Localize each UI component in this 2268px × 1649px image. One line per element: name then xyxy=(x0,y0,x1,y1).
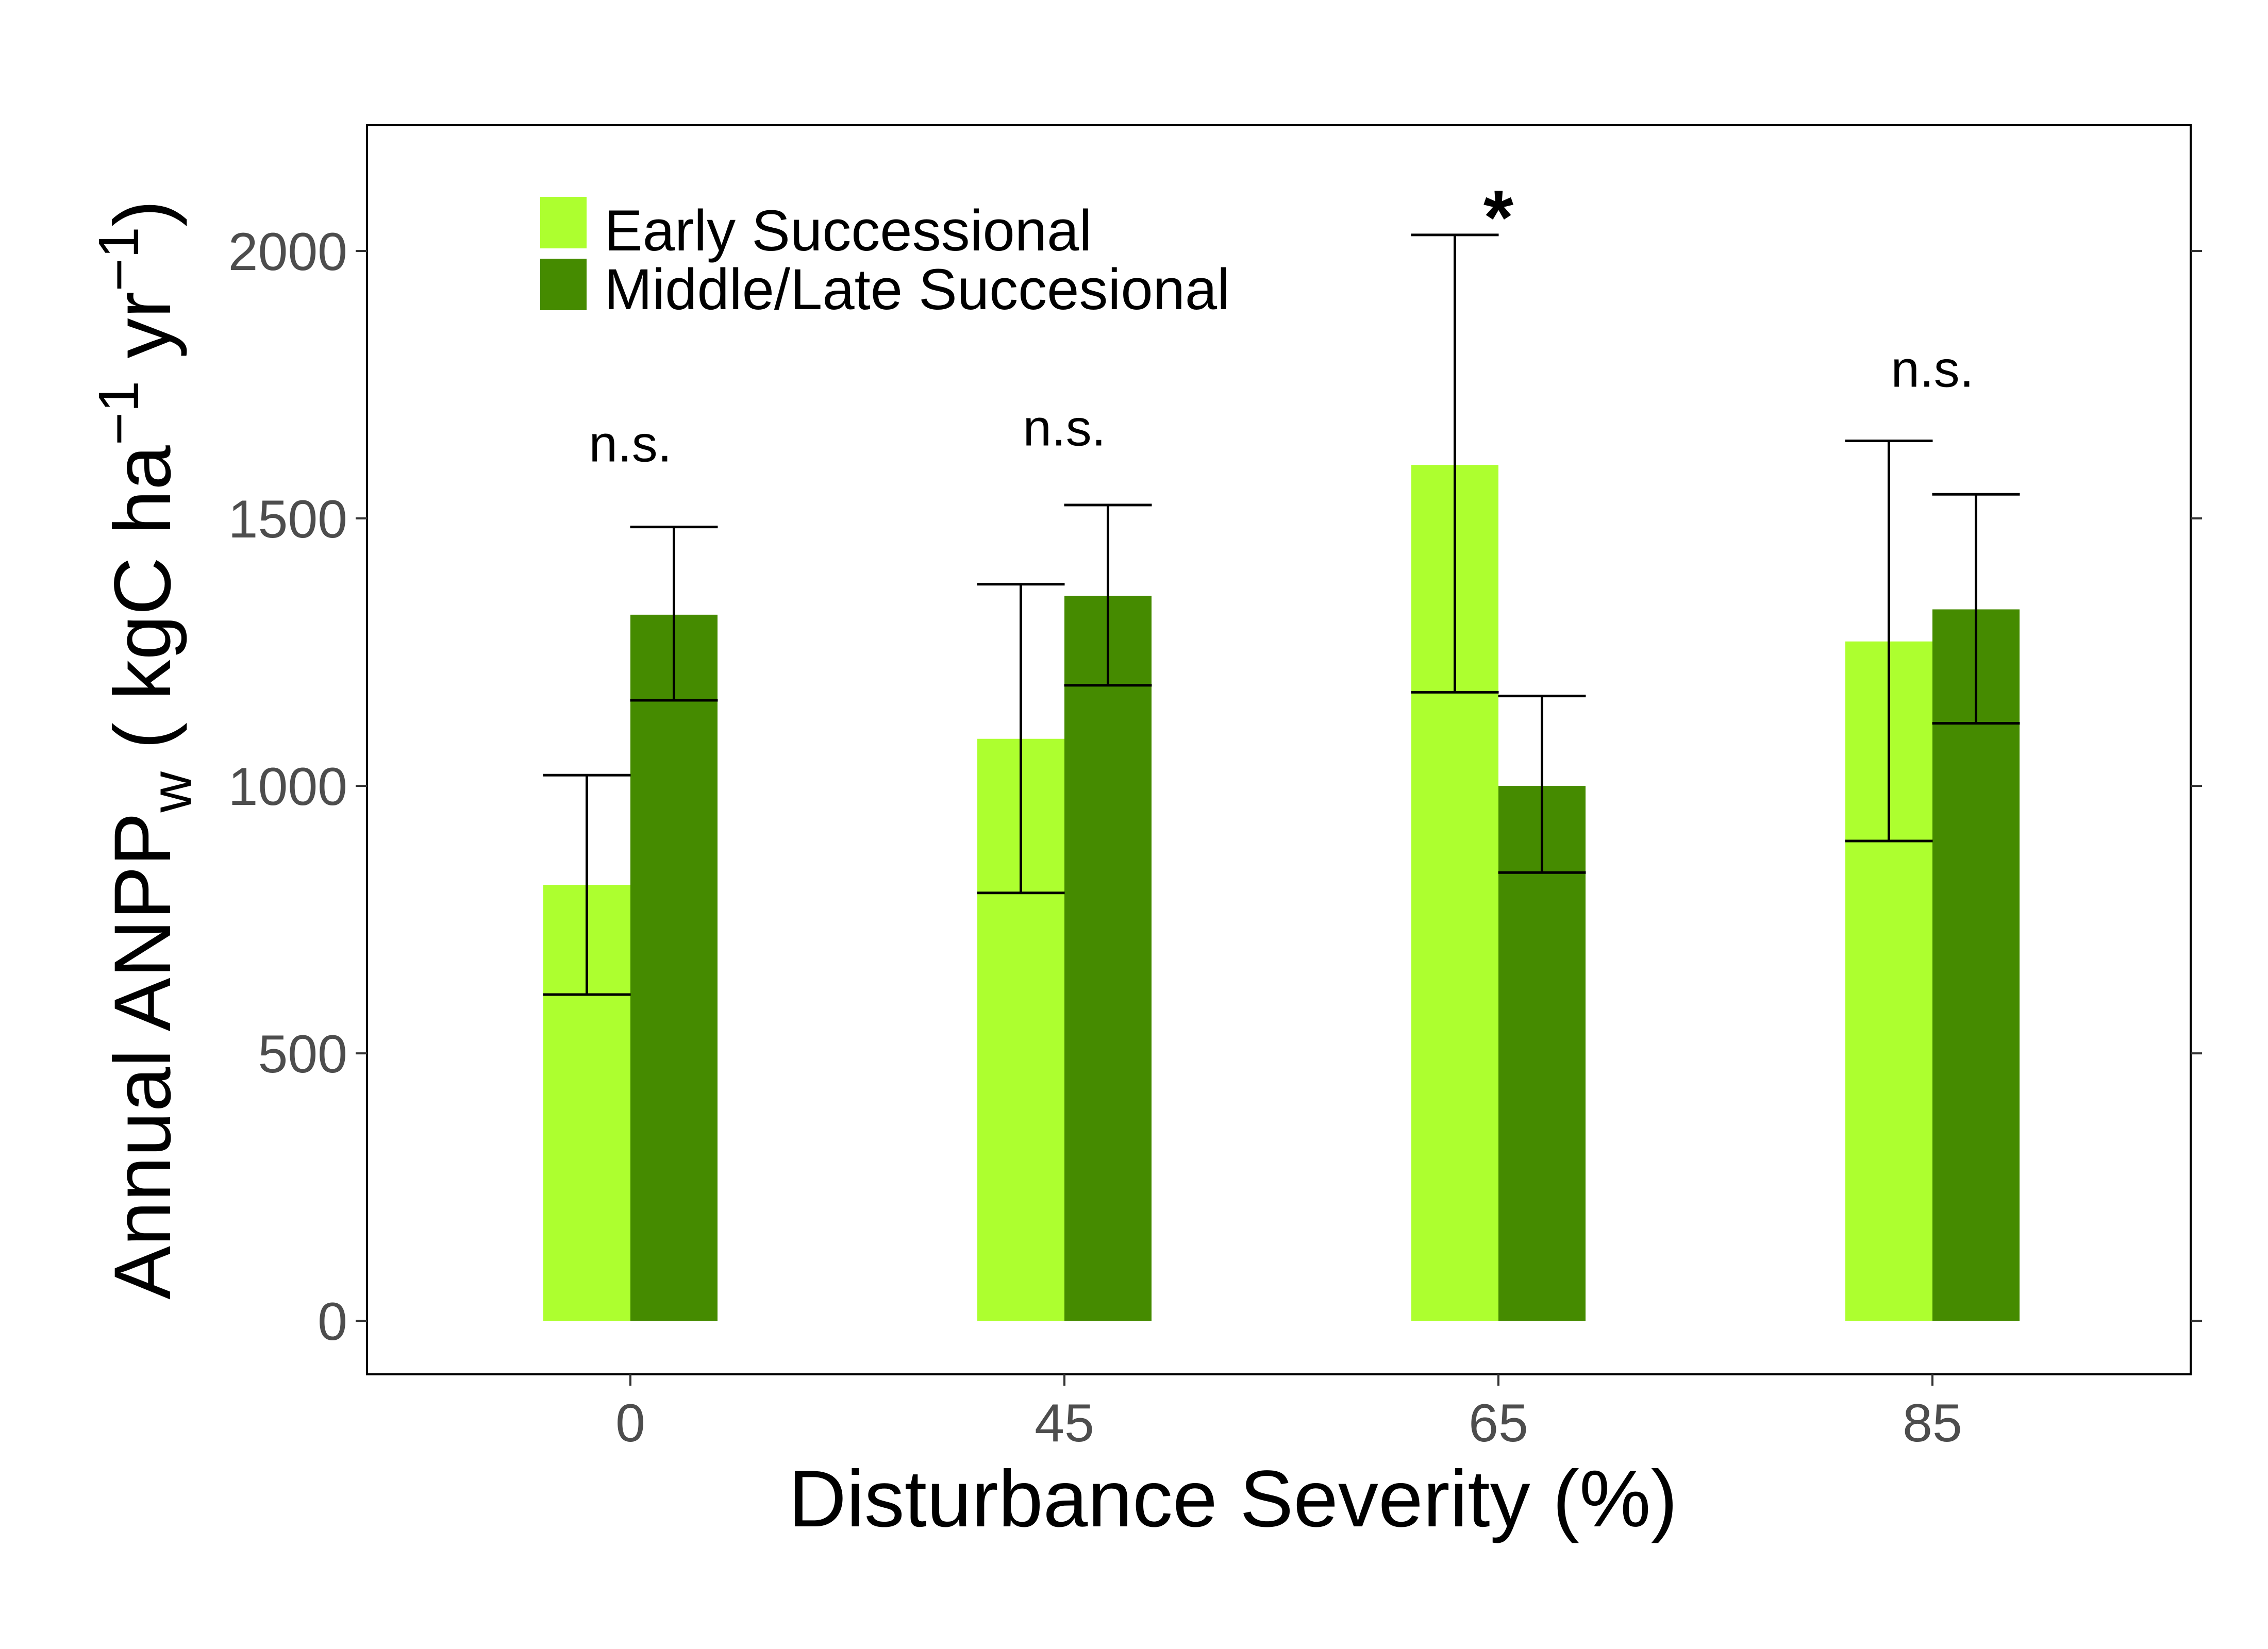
y-axis-title-subscript: w xyxy=(140,771,203,813)
error-bar-middle-late-45 xyxy=(1064,503,1152,687)
error-bars-group xyxy=(543,233,2020,996)
error-bar-early-0 xyxy=(543,773,631,996)
y-tick-label-2000: 2000 xyxy=(228,222,347,282)
x-axis-title: Disturbance Severity (%) xyxy=(788,1454,1677,1544)
legend-label-middle-late: Middle/Late Succesional xyxy=(604,257,1230,322)
y-axis-title-unit-open: ( kgC ha xyxy=(98,445,188,771)
y-axis: 0 500 1000 1500 2000 xyxy=(228,222,2202,1352)
annotation-0: n.s. xyxy=(589,415,672,473)
x-tick-label-45: 45 xyxy=(1035,1393,1094,1453)
annotation-45: n.s. xyxy=(1023,399,1106,457)
y-tick-label-500: 500 xyxy=(258,1024,347,1084)
y-axis-title-exponent-1: −1 xyxy=(87,381,151,445)
y-axis-title-unit-close: ) xyxy=(98,200,188,227)
y-axis-title: Annual ANPPw ( kgC ha−1 yr−1) xyxy=(87,200,203,1300)
bar-middle-late-85 xyxy=(1932,609,2020,1321)
y-axis-title-main: Annual ANPP xyxy=(98,813,188,1300)
error-bar-early-45 xyxy=(977,583,1065,895)
annotation-85: n.s. xyxy=(1891,340,1974,398)
bar-middle-late-45 xyxy=(1064,596,1152,1321)
legend-swatch-middle-late xyxy=(540,259,587,310)
significance-annotations: n.s. n.s. * n.s. xyxy=(589,174,1974,473)
y-tick-label-0: 0 xyxy=(318,1292,347,1352)
y-axis-title-unit-mid: yr xyxy=(98,291,188,380)
annotation-65: * xyxy=(1483,174,1514,261)
x-tick-label-85: 85 xyxy=(1903,1393,1962,1453)
error-bar-early-85 xyxy=(1845,439,1933,843)
legend-swatch-early xyxy=(540,197,587,248)
legend-label-early: Early Successional xyxy=(604,198,1092,263)
error-bar-middle-late-0 xyxy=(630,526,718,702)
bar-middle-late-0 xyxy=(630,614,718,1321)
y-axis-title-exponent-2: −1 xyxy=(87,227,151,291)
legend: Early Successional Middle/Late Succesion… xyxy=(540,197,1230,322)
error-bar-middle-late-65 xyxy=(1498,695,1586,874)
bar-middle-late-65 xyxy=(1498,786,1586,1321)
x-tick-label-0: 0 xyxy=(615,1393,645,1453)
y-tick-label-1500: 1500 xyxy=(228,490,347,549)
x-tick-label-65: 65 xyxy=(1469,1393,1528,1453)
error-bar-early-65 xyxy=(1411,233,1499,694)
x-axis: 0 45 65 85 xyxy=(615,1374,1962,1453)
y-tick-label-1000: 1000 xyxy=(228,757,347,817)
error-bar-middle-late-85 xyxy=(1932,493,2020,725)
